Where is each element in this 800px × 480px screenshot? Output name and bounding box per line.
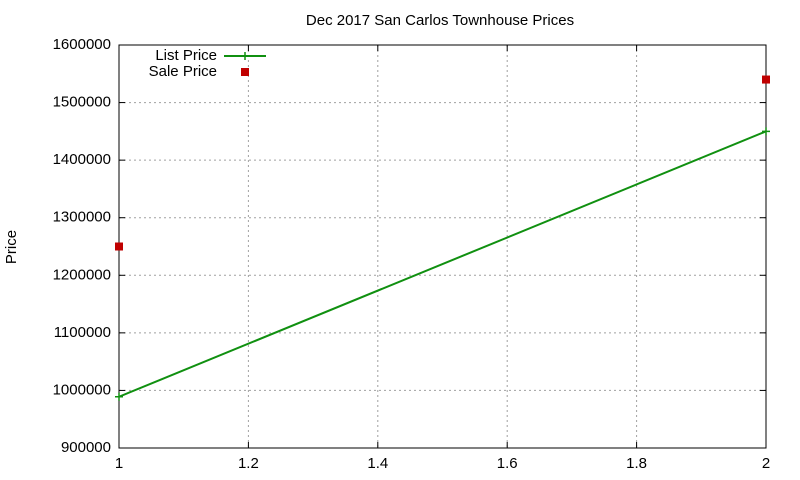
chart-title: Dec 2017 San Carlos Townhouse Prices [306, 12, 574, 29]
y-tick-label: 1400000 [53, 151, 111, 168]
legend-marker [241, 68, 249, 76]
x-tick-label: 1.4 [367, 455, 388, 472]
x-tick-label: 1.6 [497, 455, 518, 472]
point [115, 392, 123, 401]
x-tick-label: 1.2 [238, 455, 259, 472]
y-tick-label: 1500000 [53, 94, 111, 111]
y-tick-label: 1200000 [53, 266, 111, 283]
x-tick-label: 2 [762, 455, 770, 472]
y-tick-label: 1000000 [53, 381, 111, 398]
series-line [118, 130, 767, 398]
point [762, 75, 770, 84]
legend-label: List Price [155, 47, 217, 64]
legend-label: Sale Price [149, 63, 217, 80]
point [762, 127, 770, 136]
y-tick-label: 1300000 [53, 209, 111, 226]
y-tick-label: 900000 [61, 439, 111, 456]
point [115, 242, 123, 251]
x-tick-label: 1.8 [626, 455, 647, 472]
y-tick-label: 1600000 [53, 36, 111, 53]
x-tick-label: 1 [115, 455, 123, 472]
y-axis-label: Price [3, 230, 20, 264]
plot-frame [118, 44, 767, 449]
y-tick-label: 1100000 [54, 324, 111, 341]
legend-marker [241, 52, 249, 60]
